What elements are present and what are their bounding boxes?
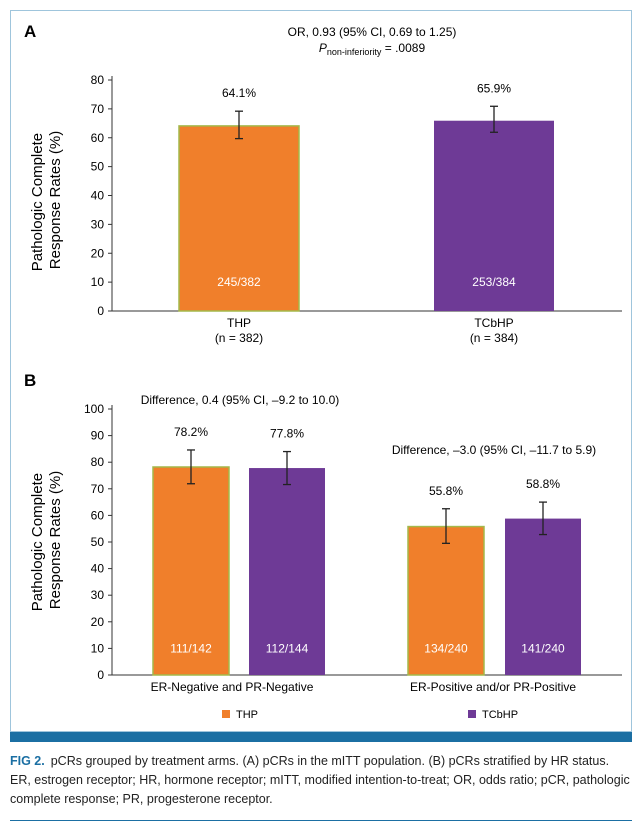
panel-a-annotation-or: OR, 0.93 (95% CI, 0.69 to 1.25) xyxy=(288,25,457,39)
panel-b-y-tick-label: 90 xyxy=(91,429,105,443)
difference-annotation: Difference, 0.4 (95% CI, –9.2 to 10.0) xyxy=(141,393,340,407)
value-label: 55.8% xyxy=(429,484,463,498)
panel-a-y-tick-label: 10 xyxy=(91,275,105,289)
panel-a-y-tick-label: 80 xyxy=(91,73,105,87)
value-label: 78.2% xyxy=(174,425,208,439)
value-label: 77.8% xyxy=(270,427,304,441)
panel-b-y-tick-label: 100 xyxy=(84,402,104,416)
legend-label: TCbHP xyxy=(482,709,518,721)
caption-accent-bar xyxy=(10,732,632,742)
figure-label: FIG 2. xyxy=(10,754,45,768)
count-label: 253/384 xyxy=(472,275,516,289)
panel-b-y-tick-label: 20 xyxy=(91,615,105,629)
difference-annotation: Difference, –3.0 (95% CI, –11.7 to 5.9) xyxy=(392,443,596,457)
panel-a-y-tick-label: 50 xyxy=(91,160,105,174)
count-label: 134/240 xyxy=(424,641,468,655)
bar-thp xyxy=(152,466,230,676)
legend-swatch-tcbhp xyxy=(468,710,476,718)
panel-a-annotation-p: Pnon-inferiority = .0089 xyxy=(319,41,426,57)
count-label: 141/240 xyxy=(521,641,565,655)
count-label: 112/144 xyxy=(266,641,309,655)
chart-canvas: A OR, 0.93 (95% CI, 0.69 to 1.25) Pnon-i… xyxy=(24,22,622,721)
category-label: THP xyxy=(227,316,251,330)
panel-a-y-tick-label: 40 xyxy=(91,189,105,203)
legend-label: THP xyxy=(236,709,258,721)
p-symbol: P xyxy=(319,41,327,55)
panel-a-ylabel-line2: Response Rates (%) xyxy=(47,131,64,269)
panel-a-label: A xyxy=(24,22,36,41)
panel-b-y-tick-label: 0 xyxy=(97,668,104,682)
legend-swatch-thp xyxy=(222,710,230,718)
value-label: 64.1% xyxy=(222,86,256,100)
panel-a-y-tick-label: 0 xyxy=(97,304,104,318)
category-label: ER-Negative and PR-Negative xyxy=(151,680,314,694)
p-value: = .0089 xyxy=(381,41,425,55)
panel-b-plot: 0 10 20 30 40 50 60 70 80 90 100 Difference, 0.4 (9… xyxy=(84,393,622,694)
panel-a-ylabel: Pathologic Complete Response Rates (%) xyxy=(29,129,64,272)
count-label: 111/142 xyxy=(170,641,212,655)
panel-a-plot: 0 10 20 30 40 50 60 70 80 64.1% 245/382 THP(n = 382… xyxy=(91,73,622,345)
panel-b-ylabel: Pathologic Complete Response Rates (%) xyxy=(29,469,64,612)
panel-a-ylabel-line1: Pathologic Complete xyxy=(29,133,46,271)
panel-a-y-tick-label: 30 xyxy=(91,217,105,231)
figure-caption-text: pCRs grouped by treatment arms. (A) pCRs… xyxy=(10,754,630,806)
category-label: ER-Positive and/or PR-Positive xyxy=(410,680,576,694)
bar-tcbhp xyxy=(434,120,554,312)
category-n-label: (n = 384) xyxy=(470,331,518,345)
p-subscript: non-inferiority xyxy=(327,47,382,57)
caption-rule xyxy=(10,820,632,821)
panel-b-y-tick-label: 70 xyxy=(91,482,105,496)
value-label: 65.9% xyxy=(477,81,511,95)
panel-a-y-tick-label: 70 xyxy=(91,102,105,116)
bar-thp xyxy=(407,525,485,676)
panel-b-y-tick-label: 60 xyxy=(91,508,105,522)
panel-a-y-tick-label: 20 xyxy=(91,246,105,260)
bar-thp xyxy=(178,125,300,312)
count-label: 245/382 xyxy=(217,275,261,289)
panel-b-y-tick-label: 10 xyxy=(91,641,105,655)
bar-tcbhp xyxy=(505,518,581,675)
value-label: 58.8% xyxy=(526,477,560,491)
panel-b-y-tick-label: 50 xyxy=(91,535,105,549)
panel-b-ylabel-line2: Response Rates (%) xyxy=(47,471,64,609)
panel-b-label: B xyxy=(24,371,36,390)
panel-b-y-tick-label: 80 xyxy=(91,455,105,469)
panel-b-y-tick-label: 40 xyxy=(91,562,105,576)
bar-tcbhp xyxy=(249,468,325,675)
panel-b-y-tick-label: 30 xyxy=(91,588,105,602)
figure-caption: FIG 2. pCRs grouped by treatment arms. (A… xyxy=(10,752,630,809)
panel-b-ylabel-line1: Pathologic Complete xyxy=(29,473,46,611)
category-label: TCbHP xyxy=(474,316,513,330)
category-n-label: (n = 382) xyxy=(215,331,263,345)
legend: THP TCbHP xyxy=(222,709,518,721)
panel-a-y-tick-label: 60 xyxy=(91,131,105,145)
